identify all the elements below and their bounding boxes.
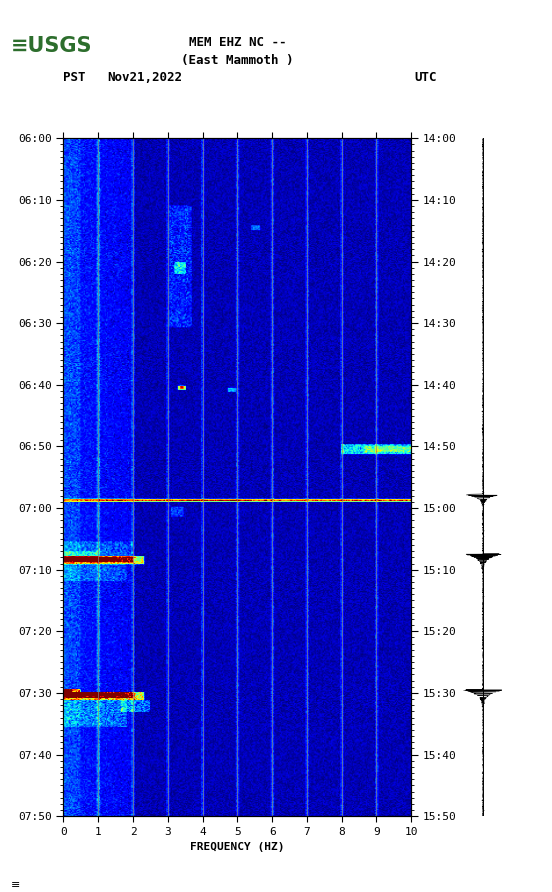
Text: UTC: UTC <box>414 71 437 85</box>
Text: MEM EHZ NC --: MEM EHZ NC -- <box>189 36 286 49</box>
Text: Nov21,2022: Nov21,2022 <box>108 71 183 85</box>
X-axis label: FREQUENCY (HZ): FREQUENCY (HZ) <box>190 842 285 852</box>
Text: PST: PST <box>63 71 86 85</box>
Text: (East Mammoth ): (East Mammoth ) <box>181 54 294 67</box>
Text: ≡USGS: ≡USGS <box>11 36 93 55</box>
Text: ≡: ≡ <box>11 880 20 890</box>
